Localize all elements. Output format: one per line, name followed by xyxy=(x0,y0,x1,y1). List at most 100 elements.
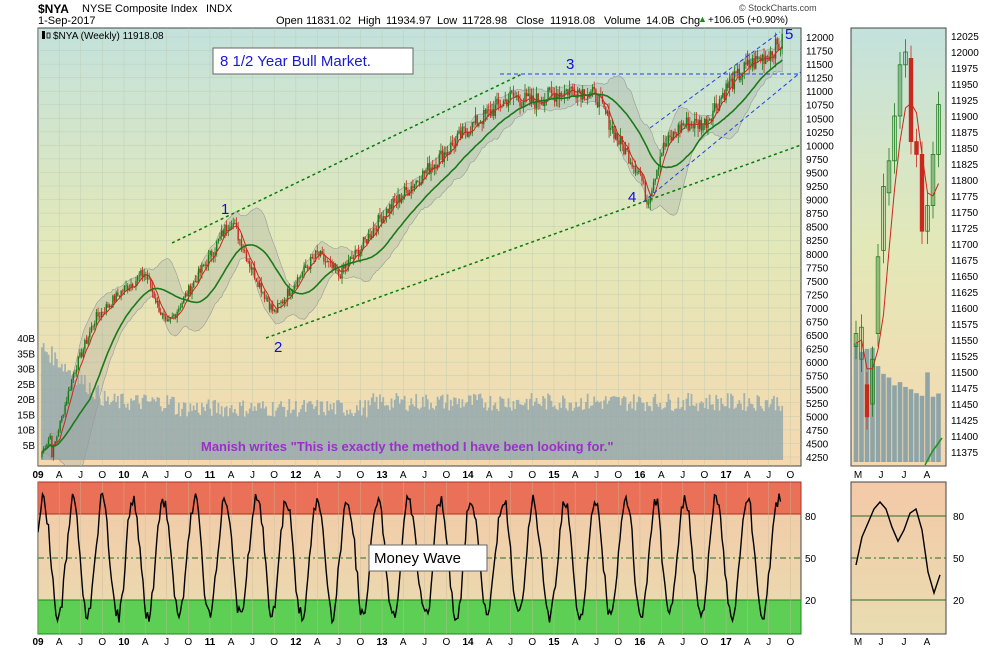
volume-bar xyxy=(131,400,134,460)
price-candle-body xyxy=(750,66,752,68)
volume-bar xyxy=(507,398,510,460)
volume-bar xyxy=(718,410,721,460)
price-candle-body xyxy=(692,125,694,129)
open-value: 11831.02 xyxy=(306,15,352,27)
volume-bar xyxy=(331,409,334,460)
daily-volume-bar xyxy=(914,393,919,462)
mw-x-tick-label: O xyxy=(701,637,709,648)
volume-bar xyxy=(201,403,203,460)
price-candle-body xyxy=(606,111,609,114)
price-candle-body xyxy=(524,92,526,102)
volume-bar xyxy=(385,405,388,460)
volume-bar xyxy=(505,407,508,460)
volume-bar xyxy=(276,407,279,460)
volume-bar xyxy=(261,401,264,460)
volume-bar xyxy=(388,410,391,460)
volume-bar xyxy=(88,382,91,460)
volume-bar xyxy=(703,408,706,460)
price-candle-body xyxy=(519,100,521,107)
volume-bar xyxy=(443,408,446,460)
price-candle-body xyxy=(466,132,469,137)
price-candle-body xyxy=(553,93,556,102)
volume-bar xyxy=(753,408,756,460)
price-candle-body xyxy=(659,156,661,168)
mw-x-tick-label: J xyxy=(766,637,771,648)
volume-bar xyxy=(214,400,216,460)
volume-bar xyxy=(481,398,484,460)
price-candle-body xyxy=(702,124,704,131)
volume-bar xyxy=(403,395,406,460)
daily-volume-bar xyxy=(853,343,859,462)
volume-bar xyxy=(573,407,576,460)
volume-bar xyxy=(110,402,113,460)
volume-bar xyxy=(232,412,235,460)
volume-bar xyxy=(392,407,395,460)
price-candle-body xyxy=(278,303,281,304)
price-candle-body xyxy=(491,109,493,116)
price-candle-body xyxy=(547,87,549,100)
price-candle-body xyxy=(117,292,119,296)
volume-bar xyxy=(67,370,70,460)
price-candle-body xyxy=(90,326,93,332)
chart-exchange: INDX xyxy=(206,3,233,15)
price-candle-body xyxy=(219,236,221,239)
volume-bar xyxy=(634,410,637,460)
daily-x-tick-label: J xyxy=(879,470,884,481)
mw-x-tick-label: J xyxy=(680,637,685,648)
volume-bar xyxy=(85,392,88,460)
volume-bar xyxy=(174,414,177,460)
price-candle-body xyxy=(608,111,610,130)
volume-bar xyxy=(209,408,212,460)
price-candle-body xyxy=(339,276,342,279)
upper-channel-line xyxy=(171,73,523,244)
x-tick-label: A xyxy=(56,470,63,481)
volume-bar xyxy=(169,399,172,460)
volume-bar xyxy=(95,387,98,460)
price-candle-body xyxy=(666,143,668,147)
price-candle-body xyxy=(94,323,96,327)
volume-bar xyxy=(504,406,507,460)
volume-bar xyxy=(199,415,202,460)
price-candle-body xyxy=(310,257,312,270)
price-candle-body xyxy=(380,218,383,224)
price-candle-body xyxy=(771,51,773,56)
volume-bar xyxy=(299,409,302,460)
price-candle-body xyxy=(593,86,595,90)
volume-bar xyxy=(685,398,688,460)
volume-bar xyxy=(590,405,592,460)
volume-bar xyxy=(387,405,390,460)
price-candle-body xyxy=(435,164,437,169)
volume-bar xyxy=(265,406,268,460)
price-candle-body xyxy=(61,415,63,422)
price-tick-label: 8000 xyxy=(806,250,829,261)
volume-bar xyxy=(87,394,90,460)
volume-bar xyxy=(346,409,348,460)
price-candle-body xyxy=(577,89,579,98)
price-candle-body xyxy=(214,251,216,257)
volume-bar xyxy=(128,409,131,460)
volume-bar xyxy=(215,413,218,460)
x-tick-label: O xyxy=(184,470,192,481)
mw-x-tick-label: 15 xyxy=(548,637,560,648)
volume-bar xyxy=(665,402,668,460)
price-candle-body xyxy=(235,223,238,227)
volume-bar xyxy=(268,415,271,460)
volume-bar xyxy=(545,409,548,460)
volume-bar xyxy=(514,408,517,460)
price-candle-body xyxy=(179,307,182,309)
chart-date: 1-Sep-2017 xyxy=(38,15,96,27)
volume-bar xyxy=(120,394,123,460)
x-tick-label: J xyxy=(164,470,169,481)
price-candle-body xyxy=(156,300,159,303)
mw-x-tick-label: J xyxy=(336,637,341,648)
price-candle-body xyxy=(85,340,88,344)
volume-bar xyxy=(726,393,729,460)
volume-bar xyxy=(479,393,482,460)
price-candle-body xyxy=(130,284,132,289)
price-candle-body xyxy=(522,101,525,106)
volume-bar xyxy=(501,398,503,460)
price-candle-body xyxy=(181,302,183,308)
price-candle-body xyxy=(529,93,531,103)
volume-bar xyxy=(446,394,449,460)
price-candle-body xyxy=(614,132,617,139)
